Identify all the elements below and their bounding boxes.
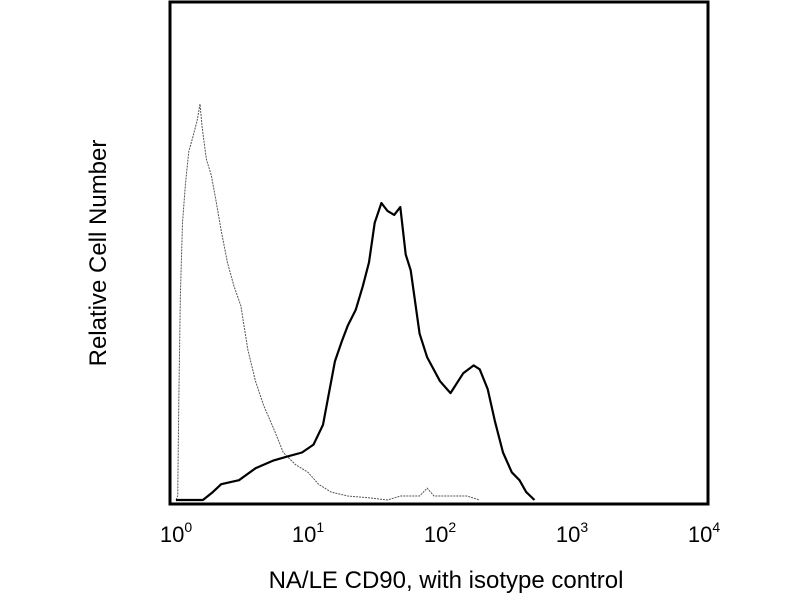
plot-frame	[168, 0, 710, 506]
x-tick-label: 103	[556, 519, 588, 547]
x-tick-label: 101	[292, 519, 324, 547]
x-tick-label: 102	[424, 519, 456, 547]
x-tick-label: 104	[688, 519, 720, 547]
y-axis-title: Relative Cell Number	[85, 140, 112, 367]
series-cd90-line	[176, 201, 536, 502]
series-layer	[175, 103, 536, 502]
series-isotype-control-line	[175, 103, 480, 501]
x-tick-labels: 100 101 102 103 104	[160, 519, 720, 547]
x-tick-label: 100	[160, 519, 192, 547]
x-axis-title: NA/LE CD90, with isotype control	[269, 567, 624, 594]
